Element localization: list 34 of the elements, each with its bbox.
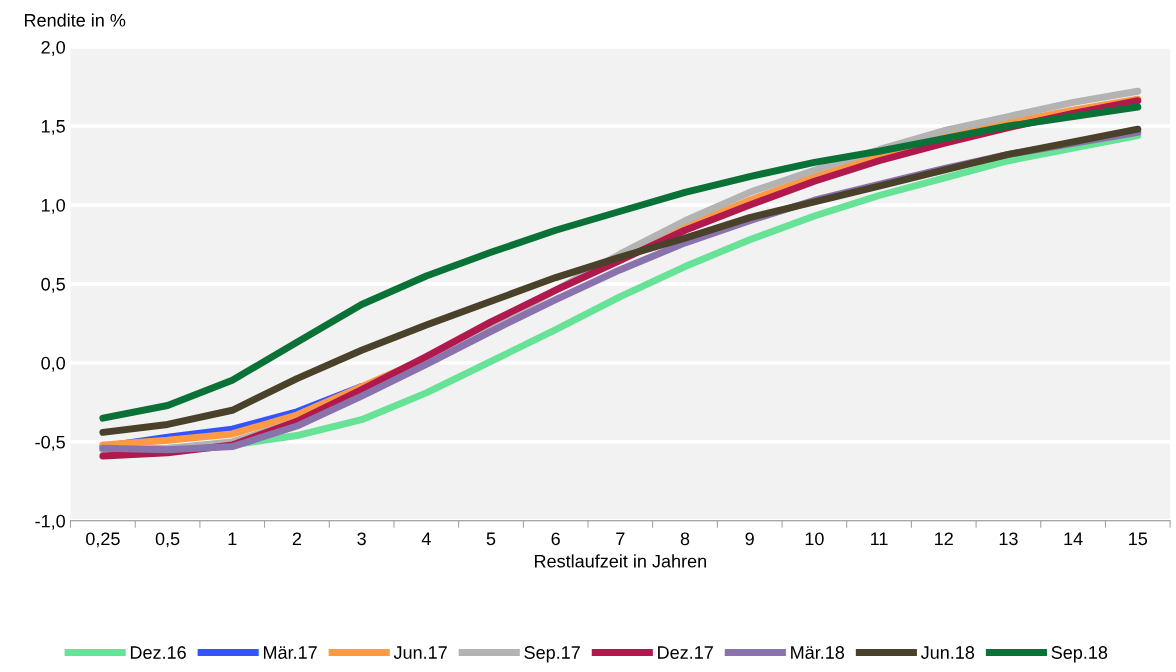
x-tick-label: 9 [745, 532, 754, 546]
x-tick-label: 0,5 [155, 532, 180, 548]
y-tick-label: -1,0 [35, 514, 65, 530]
y-tick-label: 1,5 [41, 120, 65, 135]
y-axis-title: Rendite in % [25, 13, 126, 27]
x-tick-label: 8 [680, 532, 690, 546]
legend-label: Jun.17 [393, 646, 447, 659]
legend-label: Dez.16 [130, 646, 186, 659]
x-tick-label: 0,25 [86, 532, 120, 548]
legend-label: Mär.17 [263, 646, 317, 659]
x-tick-label: 6 [551, 532, 560, 546]
x-tick-label: 7 [616, 532, 625, 545]
x-tick-label: 2 [292, 532, 302, 545]
y-tick-label: 0,5 [41, 277, 65, 293]
legend-label: Jun.18 [920, 646, 975, 659]
y-tick-label: 1,0 [41, 198, 65, 214]
x-tick-label: 4 [421, 532, 431, 545]
y-tick-label: -0,5 [35, 435, 65, 451]
x-axis-title: Restlaufzeit in Jahren [535, 554, 706, 568]
x-tick-label: 13 [999, 532, 1018, 546]
x-tick-label: 14 [1064, 532, 1083, 545]
legend-label: Sep.17 [524, 646, 580, 663]
x-tick-label: 10 [805, 532, 824, 546]
x-tick-label: 11 [871, 532, 888, 545]
legend-label: Sep.18 [1051, 646, 1108, 663]
x-tick-label: 3 [357, 532, 366, 546]
legend-label: Mär.18 [791, 646, 845, 659]
x-tick-label: 15 [1129, 532, 1148, 546]
y-tick-label: 0,0 [41, 356, 65, 372]
legend-label: Dez.17 [658, 646, 713, 659]
y-tick-label: 2,0 [41, 40, 65, 56]
x-tick-label: 12 [935, 532, 953, 545]
x-tick-label: 1 [228, 532, 237, 545]
x-tick-label: 5 [486, 532, 496, 546]
